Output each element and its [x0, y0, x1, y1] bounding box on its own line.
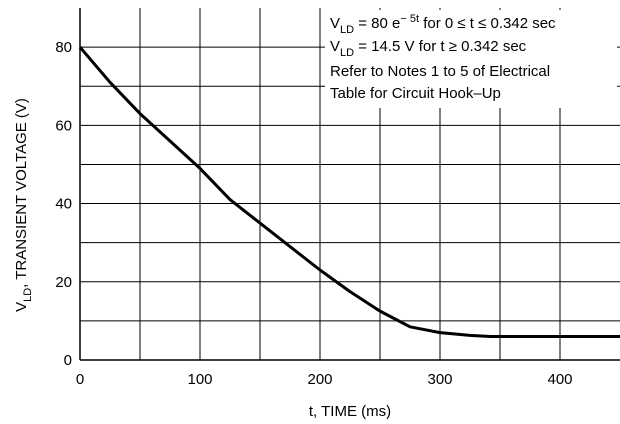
x-tick-label: 400 [547, 371, 572, 388]
y-axis-title: VLD, TRANSIENT VOLTAGE (V) [13, 98, 34, 312]
y-axis-title-prefix: V [13, 302, 30, 312]
annotation-line-2: VLD = 14.5 V for t ≥ 0.342 sec [330, 38, 527, 59]
annotation-1-subscript: LD [340, 24, 354, 36]
x-tick-labels: 0 100 200 300 400 [76, 371, 573, 388]
y-axis-title-suffix: , TRANSIENT VOLTAGE (V) [13, 98, 30, 288]
series-line [78, 46, 620, 338]
y-tick-label: 80 [55, 39, 72, 56]
annotation-line-1: VLD = 80 e− 5t for 0 ≤ t ≤ 0.342 sec [330, 13, 556, 36]
annotation-1-range: for 0 ≤ t ≤ 0.342 sec [419, 15, 556, 32]
annotation-2-subscript: LD [340, 47, 354, 59]
annotation-2-text: = 14.5 V for t ≥ 0.342 sec [354, 38, 527, 55]
annotation-box [325, 10, 617, 108]
y-tick-label: 20 [55, 274, 72, 291]
x-tick-label: 0 [76, 371, 84, 388]
plot-frame [79, 8, 620, 361]
annotation-1-v: V [330, 15, 340, 32]
annotation-1-text: = 80 e [354, 15, 400, 32]
x-tick-label: 300 [427, 371, 452, 388]
y-tick-labels: 0 20 40 60 80 [55, 39, 72, 369]
y-axis-title-subscript: LD [22, 288, 34, 302]
annotation-line-3: Refer to Notes 1 to 5 of Electrical [330, 63, 550, 80]
annotation-1-exponent: − 5t [400, 13, 419, 25]
y-tick-label: 0 [64, 352, 72, 369]
annotation-line-4: Table for Circuit Hook–Up [330, 85, 501, 102]
x-tick-label: 100 [187, 371, 212, 388]
annotation-2-v: V [330, 38, 340, 55]
x-axis-title: t, TIME (ms) [309, 403, 391, 420]
x-tick-label: 200 [307, 371, 332, 388]
y-tick-label: 60 [55, 117, 72, 134]
y-tick-label: 40 [55, 196, 72, 213]
